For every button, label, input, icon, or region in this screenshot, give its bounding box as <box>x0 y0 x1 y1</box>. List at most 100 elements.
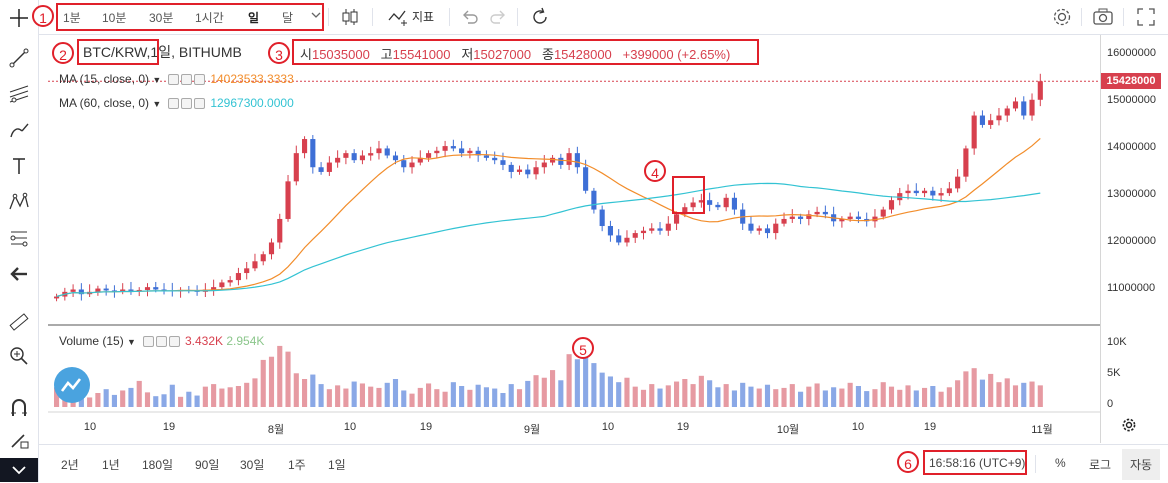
volume-bar[interactable] <box>194 395 200 407</box>
volume-bar[interactable] <box>235 386 241 407</box>
volume-bar[interactable] <box>459 386 465 407</box>
volume-bar[interactable] <box>277 345 283 407</box>
candle-body[interactable] <box>930 190 936 196</box>
volume-bar[interactable] <box>260 359 266 407</box>
candle-body[interactable] <box>244 268 250 274</box>
volume-bar[interactable] <box>153 396 159 407</box>
volume-bar[interactable] <box>483 387 489 407</box>
candle-body[interactable] <box>781 218 787 224</box>
volume-bar[interactable] <box>409 393 415 407</box>
volume-bar[interactable] <box>144 392 151 407</box>
volume-bar[interactable] <box>426 383 432 407</box>
candle-body[interactable] <box>268 242 275 255</box>
volume-legend[interactable]: Volume (15) ▼ 3.432K 2.954K <box>59 334 264 348</box>
volume-bar[interactable] <box>343 388 349 407</box>
candle-body[interactable] <box>690 202 696 208</box>
pattern-tool-icon[interactable] <box>5 188 33 216</box>
volume-bar[interactable] <box>806 386 812 407</box>
volume-bar[interactable] <box>335 385 341 407</box>
symbol[interactable]: BTC/KRW <box>83 44 147 60</box>
candle-body[interactable] <box>153 287 159 290</box>
volume-bar[interactable] <box>640 389 647 407</box>
settings-icon[interactable] <box>155 336 167 347</box>
back-arrow-icon[interactable] <box>5 260 33 288</box>
candle-body[interactable] <box>376 148 382 154</box>
volume-bar[interactable] <box>550 370 556 407</box>
volume-bar[interactable] <box>293 373 299 407</box>
volume-bar[interactable] <box>227 387 233 407</box>
candle-body[interactable] <box>913 190 919 194</box>
candle-body[interactable] <box>492 157 498 161</box>
candle-body[interactable] <box>988 120 994 125</box>
candle-body[interactable] <box>574 153 580 168</box>
candle-body[interactable] <box>103 288 109 291</box>
candle-body[interactable] <box>839 218 845 222</box>
candle-style-icon[interactable] <box>339 6 361 28</box>
redo-icon[interactable] <box>487 6 509 28</box>
volume-bar[interactable] <box>103 389 109 407</box>
candle-body[interactable] <box>343 153 349 158</box>
candle-body[interactable] <box>855 216 861 219</box>
volume-bar[interactable] <box>120 390 126 407</box>
volume-bar[interactable] <box>450 382 456 407</box>
candle-body[interactable] <box>500 160 506 165</box>
volume-bar[interactable] <box>649 384 655 407</box>
candle-body[interactable] <box>409 162 415 168</box>
candle-body[interactable] <box>591 190 597 210</box>
chevron-down-icon[interactable]: ▼ <box>152 99 162 109</box>
volume-bar[interactable] <box>54 387 60 407</box>
volume-bar[interactable] <box>864 391 870 407</box>
volume-bar[interactable] <box>781 387 787 407</box>
ma15-line[interactable] <box>56 137 1041 298</box>
chevron-down-icon[interactable] <box>0 458 38 482</box>
range-1y[interactable]: 1년 <box>102 458 120 472</box>
volume-bar[interactable] <box>516 389 523 407</box>
volume-bar[interactable] <box>682 379 688 407</box>
chevron-down-icon[interactable] <box>311 9 321 23</box>
candle-body[interactable] <box>426 153 432 158</box>
range-180d[interactable]: 180일 <box>142 458 174 472</box>
candle-body[interactable] <box>516 169 523 172</box>
candle-body[interactable] <box>773 223 779 234</box>
timeframe-day[interactable]: 일 <box>248 11 260 25</box>
volume-bar[interactable] <box>938 391 944 407</box>
candle-body[interactable] <box>789 216 795 219</box>
volume-bar[interactable] <box>95 393 101 407</box>
candle-body[interactable] <box>607 226 613 236</box>
trend-line-icon[interactable] <box>5 44 33 72</box>
volume-bar[interactable] <box>169 384 175 407</box>
candle-body[interactable] <box>649 228 655 231</box>
indicators-icon[interactable] <box>387 6 409 28</box>
candle-body[interactable] <box>723 197 729 208</box>
candle-body[interactable] <box>442 146 448 151</box>
volume-bar[interactable] <box>475 384 481 407</box>
volume-bar[interactable] <box>674 381 680 407</box>
magnet-icon[interactable] <box>5 394 33 422</box>
volume-bar[interactable] <box>847 382 853 407</box>
clock[interactable]: 16:58:16 (UTC+9) <box>929 456 1026 470</box>
volume-bar[interactable] <box>814 383 820 407</box>
volume-bar[interactable] <box>417 387 423 407</box>
volume-bar[interactable] <box>988 373 994 407</box>
candle-body[interactable] <box>335 157 341 163</box>
candle-body[interactable] <box>525 169 531 175</box>
volume-bar[interactable] <box>731 390 737 407</box>
candle-body[interactable] <box>235 273 241 281</box>
percent-toggle[interactable]: % <box>1055 456 1066 470</box>
volume-bar[interactable] <box>930 386 936 407</box>
candle-body[interactable] <box>624 237 630 243</box>
refresh-icon[interactable] <box>529 6 551 28</box>
candle-body[interactable] <box>219 282 225 288</box>
candle-body[interactable] <box>946 188 952 194</box>
candle-body[interactable] <box>1029 99 1035 116</box>
candle-body[interactable] <box>550 157 556 163</box>
lock-drawing-icon[interactable] <box>5 426 33 454</box>
candle-body[interactable] <box>120 289 126 292</box>
volume-bar[interactable] <box>533 375 539 407</box>
ruler-icon[interactable] <box>5 308 33 336</box>
fullscreen-icon[interactable] <box>1135 6 1157 28</box>
candle-body[interactable] <box>880 209 886 217</box>
candle-body[interactable] <box>78 289 84 295</box>
candle-body[interactable] <box>326 162 332 172</box>
log-toggle[interactable]: 로그 <box>1089 458 1112 472</box>
